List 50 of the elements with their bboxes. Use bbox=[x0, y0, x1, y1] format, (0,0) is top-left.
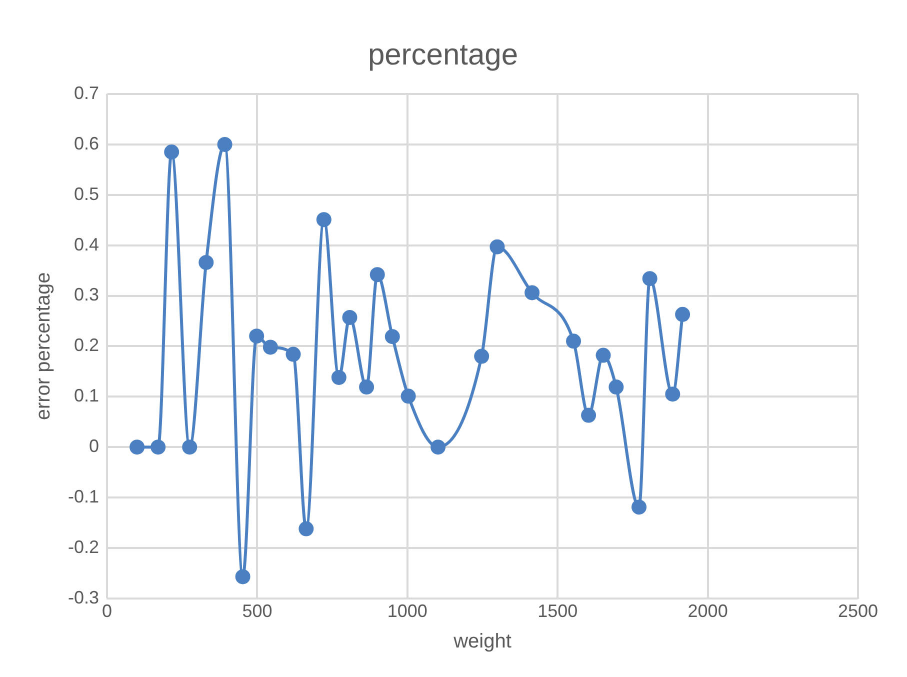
point bbox=[675, 306, 690, 322]
point bbox=[217, 136, 232, 152]
point bbox=[359, 380, 374, 395]
point bbox=[286, 346, 301, 362]
x-tick-label: 500 bbox=[242, 601, 272, 622]
point bbox=[642, 271, 658, 286]
x-tick-label: 1000 bbox=[387, 601, 428, 622]
y-tick-label: -0.3 bbox=[68, 587, 100, 608]
y-tick-label: -0.2 bbox=[68, 536, 100, 557]
y-tick-label: 0.1 bbox=[74, 386, 100, 406]
point bbox=[298, 521, 314, 536]
point bbox=[198, 254, 214, 270]
x-tick-label: 2000 bbox=[688, 601, 728, 622]
x-tick-label: 0 bbox=[102, 601, 112, 622]
point bbox=[596, 348, 611, 363]
y-axis-title: error percentage bbox=[32, 272, 55, 420]
point bbox=[249, 328, 264, 344]
point bbox=[632, 500, 647, 515]
x-tick-label: 2500 bbox=[838, 601, 878, 622]
y-tick-label: 0.2 bbox=[74, 335, 100, 356]
point bbox=[150, 440, 166, 455]
point bbox=[665, 386, 680, 402]
point bbox=[566, 334, 582, 349]
y-tick-label: 0 bbox=[89, 436, 100, 456]
y-tick-label: 0.5 bbox=[74, 184, 100, 204]
y-tick-label: 0.7 bbox=[74, 82, 100, 103]
x-tick-label: 1500 bbox=[538, 601, 578, 622]
point bbox=[524, 285, 540, 300]
y-tick-label: -0.1 bbox=[68, 486, 100, 506]
point bbox=[164, 144, 180, 160]
point bbox=[608, 380, 624, 395]
point bbox=[474, 348, 490, 364]
point bbox=[130, 440, 145, 455]
point bbox=[316, 212, 332, 228]
point bbox=[370, 267, 385, 282]
point bbox=[331, 370, 346, 385]
point bbox=[581, 408, 596, 423]
point bbox=[490, 239, 505, 254]
point bbox=[342, 310, 358, 325]
chart-title: percentage bbox=[368, 38, 518, 72]
point bbox=[182, 440, 198, 455]
point bbox=[262, 340, 278, 355]
point bbox=[235, 569, 250, 584]
y-tick-label: 0.3 bbox=[74, 284, 100, 305]
point bbox=[384, 329, 400, 344]
y-tick-label: 0.6 bbox=[74, 133, 100, 154]
point bbox=[400, 388, 416, 404]
x-axis-title: weight bbox=[452, 630, 512, 653]
y-tick-label: 0.4 bbox=[74, 234, 100, 254]
point bbox=[430, 440, 446, 455]
